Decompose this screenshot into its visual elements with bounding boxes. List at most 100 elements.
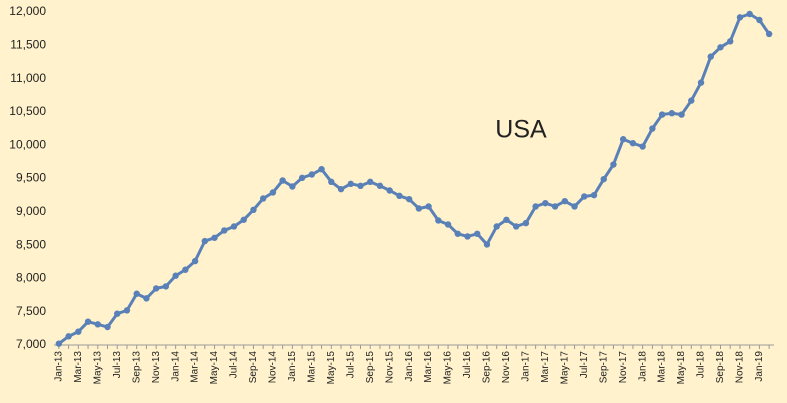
- x-tick-label: Jan-13: [54, 351, 65, 382]
- x-tick-label: Sep-13: [131, 351, 142, 384]
- marker: [386, 187, 393, 194]
- x-tick-label: Mar-14: [190, 351, 201, 383]
- x-tick-label: Jul-17: [579, 351, 590, 379]
- x-tick-label: May-15: [326, 351, 337, 385]
- marker: [464, 233, 471, 240]
- y-tick-label: 7,500: [16, 304, 46, 318]
- y-tick-label: 7,000: [16, 337, 46, 351]
- marker: [542, 199, 549, 207]
- marker: [522, 219, 530, 227]
- x-tick-label: Mar-13: [73, 351, 84, 383]
- x-tick-label: Jan-19: [754, 351, 765, 382]
- x-tick-label: Jan-18: [637, 351, 648, 382]
- marker: [415, 205, 423, 212]
- y-tick-label: 12,000: [9, 4, 46, 18]
- marker: [84, 318, 92, 325]
- y-tick-label: 9,500: [16, 171, 46, 185]
- x-tick-label: May-13: [92, 351, 103, 385]
- x-tick-label: Nov-16: [501, 351, 512, 384]
- marker: [600, 175, 607, 183]
- x-tick-label: Mar-16: [423, 351, 434, 383]
- marker: [649, 125, 656, 132]
- marker: [503, 216, 510, 223]
- marker: [114, 310, 121, 317]
- marker: [707, 53, 714, 60]
- marker: [454, 230, 461, 237]
- x-tick-label: Mar-18: [657, 351, 668, 383]
- marker: [347, 180, 354, 188]
- y-tick-label: 9,000: [16, 204, 46, 218]
- marker: [191, 257, 199, 265]
- marker: [123, 307, 131, 314]
- marker: [483, 241, 491, 248]
- x-tick-label: Mar-15: [306, 351, 317, 383]
- marker: [756, 16, 763, 24]
- marker: [162, 283, 170, 290]
- x-tick-label: Jul-13: [112, 351, 123, 379]
- marker: [444, 221, 452, 228]
- marker: [639, 143, 646, 150]
- marker: [143, 295, 150, 302]
- x-tick-label: Sep-17: [598, 351, 609, 384]
- x-tick-label: Jan-14: [170, 351, 181, 382]
- y-tick-label: 11,500: [10, 37, 46, 51]
- marker: [240, 216, 247, 223]
- x-tick-label: Nov-14: [268, 351, 279, 384]
- x-tick-label: Sep-14: [248, 351, 259, 384]
- marker: [717, 44, 724, 51]
- marker: [551, 203, 559, 210]
- marker: [133, 290, 140, 297]
- marker: [172, 272, 179, 279]
- marker: [357, 182, 364, 190]
- marker: [94, 321, 101, 328]
- marker: [337, 185, 345, 193]
- x-tick-label: Jul-18: [696, 351, 707, 379]
- marker: [581, 193, 588, 200]
- x-tick-label: Nov-18: [735, 351, 746, 384]
- x-tick-label: Jul-16: [462, 351, 473, 379]
- marker: [561, 197, 569, 205]
- marker: [211, 234, 218, 241]
- marker: [201, 237, 209, 245]
- x-tick-label: Jan-17: [521, 351, 532, 382]
- marker: [512, 223, 520, 230]
- marker: [318, 165, 325, 173]
- marker: [736, 14, 744, 21]
- x-tick-label: Jul-14: [229, 351, 240, 379]
- x-tick-label: May-14: [209, 351, 220, 385]
- marker: [104, 323, 111, 331]
- x-tick-label: Sep-16: [482, 351, 493, 384]
- marker: [269, 189, 277, 196]
- marker: [746, 10, 753, 18]
- x-tick-label: May-17: [559, 351, 570, 385]
- marker: [182, 266, 189, 273]
- x-tick-label: Nov-15: [384, 351, 395, 384]
- x-tick-label: May-18: [676, 351, 687, 385]
- line: [57, 12, 771, 345]
- marker: [425, 203, 432, 210]
- marker: [678, 111, 685, 118]
- x-tick-label: Sep-15: [365, 351, 376, 384]
- marker: [279, 177, 286, 184]
- marker: [474, 230, 481, 237]
- x-tick-label: Nov-17: [618, 351, 629, 384]
- x-tick-label: Sep-18: [715, 351, 726, 384]
- marker: [289, 183, 296, 190]
- marker: [328, 178, 335, 186]
- y-tick-label: 8,000: [16, 271, 46, 285]
- marker: [65, 333, 72, 340]
- marker: [610, 161, 617, 168]
- marker: [250, 206, 257, 214]
- marker: [396, 192, 403, 200]
- marker: [55, 340, 63, 347]
- x-tick-label: Nov-13: [151, 351, 162, 384]
- marker: [435, 217, 442, 224]
- marker: [75, 328, 82, 335]
- y-tick-label: 10,500: [9, 104, 46, 118]
- marker: [697, 79, 705, 86]
- x-tick-label: Jan-16: [404, 351, 415, 382]
- marker: [152, 285, 160, 292]
- marker: [619, 136, 627, 143]
- marker: [688, 97, 695, 104]
